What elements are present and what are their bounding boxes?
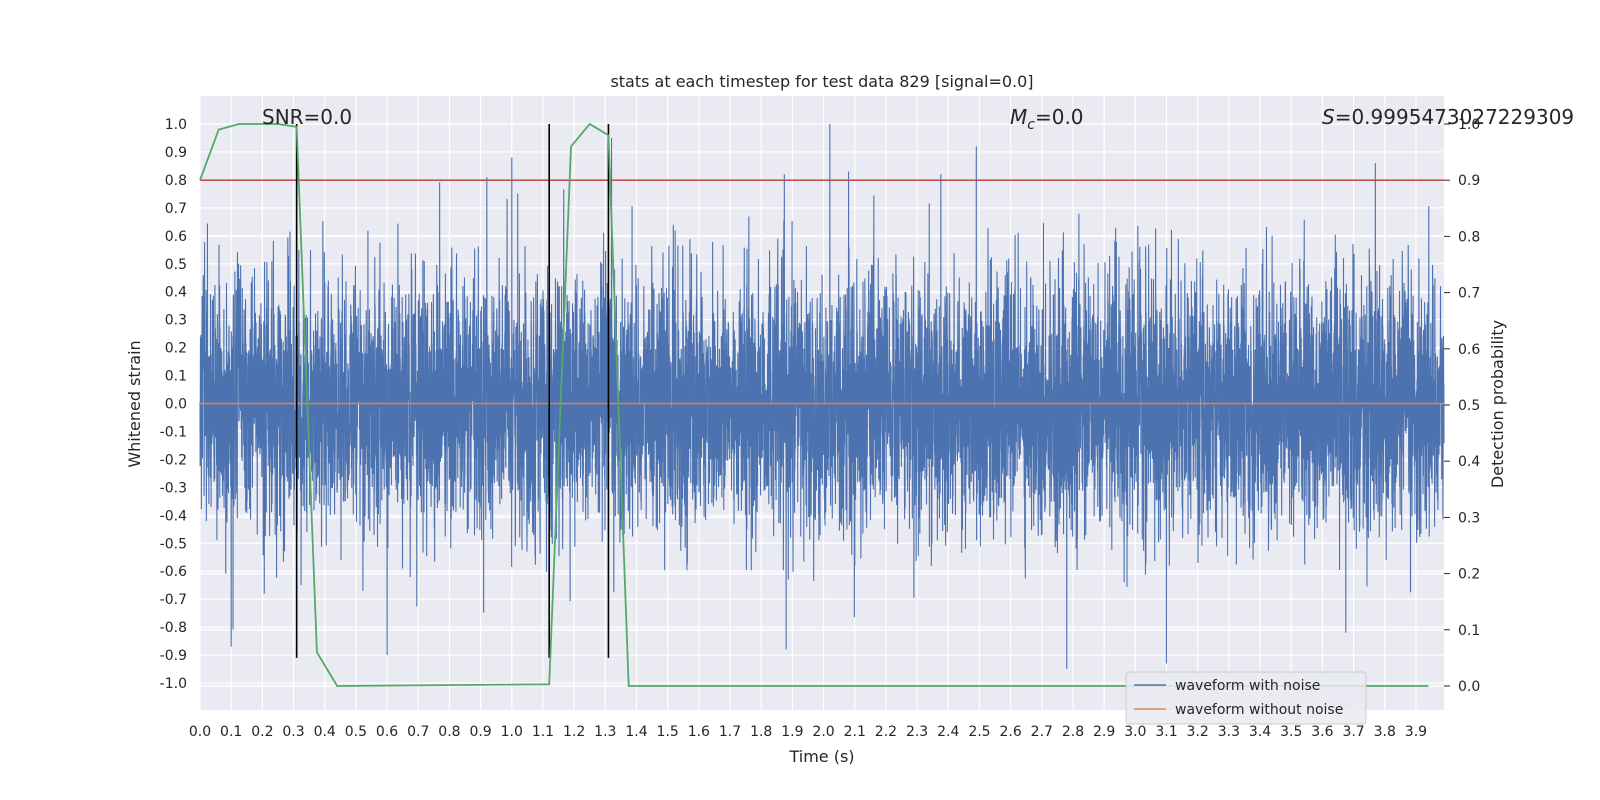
x-tick-label: 1.4 <box>625 724 647 740</box>
x-tick-label: 3.3 <box>1218 724 1240 740</box>
y-tick-label-right: 0.1 <box>1458 623 1480 639</box>
y-tick-label-right: 0.6 <box>1458 342 1480 358</box>
mc-value: =0.0 <box>1035 105 1084 129</box>
y-tick-label-right: 0.5 <box>1458 398 1480 414</box>
x-tick-label: 1.0 <box>501 724 523 740</box>
x-tick-label: 1.8 <box>750 724 772 740</box>
y-tick-label-right: 0.4 <box>1458 454 1480 470</box>
x-tick-label: 3.5 <box>1280 724 1302 740</box>
y-axis-label-left: Whitened strain <box>125 340 144 467</box>
y-tick-label-left: -0.7 <box>160 592 187 608</box>
plot-series <box>199 122 1445 687</box>
s-value: =0.9995473027229309 <box>1335 105 1574 129</box>
s-annotation: S=0.9995473027229309 <box>1322 105 1574 129</box>
mc-symbol: M <box>1010 105 1027 129</box>
y-tick-label-left: -1.0 <box>160 676 187 692</box>
y-tick-label-left: -0.8 <box>160 620 187 636</box>
mc-subscript: c <box>1027 117 1035 133</box>
x-tick-label: 0.9 <box>469 724 491 740</box>
y-tick-label-left: -0.5 <box>160 536 187 552</box>
x-axis-label: Time (s) <box>788 747 854 766</box>
x-tick-label: 2.3 <box>906 724 928 740</box>
y-tick-label-left: 0.8 <box>165 173 187 189</box>
y-tick-label-left: 0.7 <box>165 201 187 217</box>
x-tick-label: 2.6 <box>999 724 1021 740</box>
x-tick-label: 1.1 <box>532 724 554 740</box>
x-tick-label: 3.7 <box>1342 724 1364 740</box>
mc-annotation: Mc=0.0 <box>1010 105 1084 133</box>
x-tick-label: 3.0 <box>1124 724 1146 740</box>
legend-label-clean: waveform without noise <box>1175 702 1343 718</box>
legend-box <box>1125 671 1367 725</box>
x-tick-label: 0.6 <box>376 724 398 740</box>
y-tick-label-left: 0.0 <box>165 397 187 413</box>
x-tick-label: 2.5 <box>968 724 990 740</box>
x-tick-label: 2.7 <box>1031 724 1053 740</box>
s-symbol: S <box>1322 105 1335 129</box>
y-tick-label-left: 0.6 <box>165 229 187 245</box>
y-tick-label-right: 0.9 <box>1458 173 1480 189</box>
axes-labels: 0.0 0.1 0.2 0.3 0.4 0.5 0.6 0.7 0.8 0.9 1.0 1.1 1.2 1… <box>160 117 1481 740</box>
x-tick-label: 2.2 <box>875 724 897 740</box>
y-tick-label-left: 0.1 <box>165 369 187 385</box>
x-tick-label: 0.7 <box>407 724 429 740</box>
y-tick-label-left: -0.6 <box>160 564 187 580</box>
y-tick-label-left: -0.4 <box>160 508 187 524</box>
chart-title: stats at each timestep for test data 829… <box>610 72 1033 91</box>
y-tick-label-right: 1.0 <box>1458 117 1480 133</box>
x-tick-label: 1.3 <box>594 724 616 740</box>
y-tick-label-left: 1.0 <box>165 117 187 133</box>
y-tick-label-right: 0.2 <box>1458 567 1480 583</box>
series-waveform-with-noise <box>199 123 1445 670</box>
y-tick-label-left: 0.3 <box>165 313 187 329</box>
x-tick-label: 0.5 <box>345 724 367 740</box>
x-tick-label: 3.9 <box>1405 724 1427 740</box>
x-tick-label: 0.0 <box>189 724 211 740</box>
x-tick-label: 0.3 <box>282 724 304 740</box>
y-tick-label-left: 0.5 <box>165 257 187 273</box>
y-tick-label-left: -0.9 <box>160 648 187 664</box>
x-tick-label: 1.5 <box>657 724 679 740</box>
x-tick-label: 3.2 <box>1187 724 1209 740</box>
x-tick-label: 3.4 <box>1249 724 1271 740</box>
x-tick-label: 3.1 <box>1155 724 1177 740</box>
y-axis-label-right: Detection probability <box>1488 320 1507 488</box>
x-tick-label: 0.8 <box>438 724 460 740</box>
x-tick-label: 2.8 <box>1062 724 1084 740</box>
x-tick-label: 0.4 <box>314 724 336 740</box>
x-tick-label: 2.4 <box>937 724 959 740</box>
y-tick-label-left: 0.9 <box>165 145 187 161</box>
y-tick-label-left: -0.2 <box>160 452 187 468</box>
y-tick-label-right: 0.3 <box>1458 510 1480 526</box>
x-tick-label: 2.9 <box>1093 724 1115 740</box>
y-tick-label-right: 0.7 <box>1458 286 1480 302</box>
x-tick-label: 1.9 <box>781 724 803 740</box>
x-tick-label: 0.2 <box>251 724 273 740</box>
y-tick-label-left: -0.3 <box>160 480 187 496</box>
series-detection-probability <box>199 122 1429 687</box>
x-tick-label: 1.7 <box>719 724 741 740</box>
y-tick-label-left: 0.2 <box>165 341 187 357</box>
x-tick-label: 0.1 <box>220 724 242 740</box>
x-tick-label: 2.1 <box>844 724 866 740</box>
legend-label-noise: waveform with noise <box>1175 678 1320 694</box>
y-tick-label-left: -0.1 <box>160 424 187 440</box>
y-tick-label-right: 0.0 <box>1458 679 1480 695</box>
x-tick-label: 3.6 <box>1311 724 1333 740</box>
snr-annotation: SNR=0.0 <box>262 105 352 129</box>
y-tick-label-right: 0.8 <box>1458 229 1480 245</box>
x-tick-label: 3.8 <box>1374 724 1396 740</box>
legend: waveform with noise waveform without noi… <box>1125 671 1367 725</box>
x-tick-label: 1.6 <box>688 724 710 740</box>
x-tick-label: 2.0 <box>812 724 834 740</box>
x-tick-label: 1.2 <box>563 724 585 740</box>
y-tick-label-left: 0.4 <box>165 285 187 301</box>
